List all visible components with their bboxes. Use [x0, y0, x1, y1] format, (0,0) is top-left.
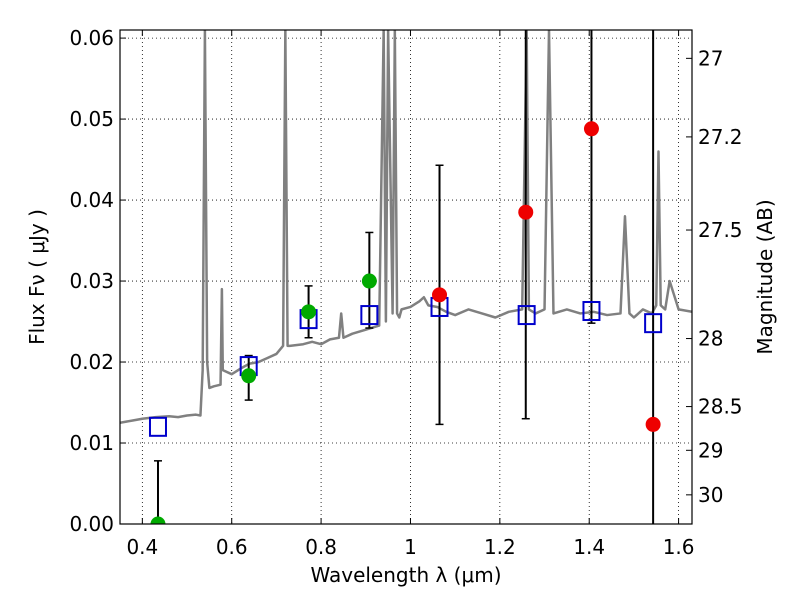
right-y-tick-label: 27.5 [698, 218, 743, 242]
y-tick-label: 0.05 [69, 107, 114, 131]
y-tick-label: 0.04 [69, 188, 114, 212]
y-tick-label: 0.01 [69, 431, 114, 455]
right-y-tick-label: 28 [698, 327, 723, 351]
spectrum-line [120, 30, 692, 425]
x-tick-label: 1 [404, 535, 417, 559]
plot-area [120, 30, 692, 524]
model-square [582, 301, 601, 322]
green-point [150, 516, 166, 524]
y-tick-label: 0.02 [69, 350, 114, 374]
axes: 0.4 0.6 0.8 1 1.2 1.4 1.6 0.00 0.01 0.02 0.03 0.04 0… [69, 26, 742, 559]
model-square [360, 305, 379, 326]
right-axis-label: Magnitude (AB) [753, 199, 777, 354]
green-point [241, 368, 257, 384]
model-square [644, 313, 663, 334]
y-tick-label: 0.00 [69, 512, 114, 536]
x-tick-label: 1.2 [484, 535, 516, 559]
y-axis-label: Flux Fν ( μJy ) [25, 209, 49, 345]
x-tick-label: 1.4 [573, 535, 605, 559]
plot-frame [119, 29, 693, 525]
red-point [432, 287, 448, 303]
red-point [645, 416, 661, 432]
x-tick-label: 0.8 [305, 535, 337, 559]
x-tick-label: 1.6 [663, 535, 695, 559]
right-y-tick-label: 27 [698, 46, 723, 70]
model-square [148, 416, 167, 437]
model-square [517, 305, 536, 326]
plot-content [120, 30, 692, 524]
green-point [301, 304, 317, 320]
right-y-tick-label: 30 [698, 483, 723, 507]
x-axis-label: Wavelength λ (μm) [310, 563, 501, 587]
right-y-tick-label: 27.2 [698, 125, 743, 149]
right-y-tick-label: 28.5 [698, 395, 743, 419]
green-point [361, 273, 377, 289]
y-tick-label: 0.06 [69, 26, 114, 50]
y-tick-label: 0.03 [69, 269, 114, 293]
x-tick-label: 0.4 [126, 535, 158, 559]
x-tick-label: 0.6 [216, 535, 248, 559]
red-point [518, 204, 534, 220]
right-y-tick-label: 29 [698, 438, 723, 462]
red-point [583, 121, 599, 137]
